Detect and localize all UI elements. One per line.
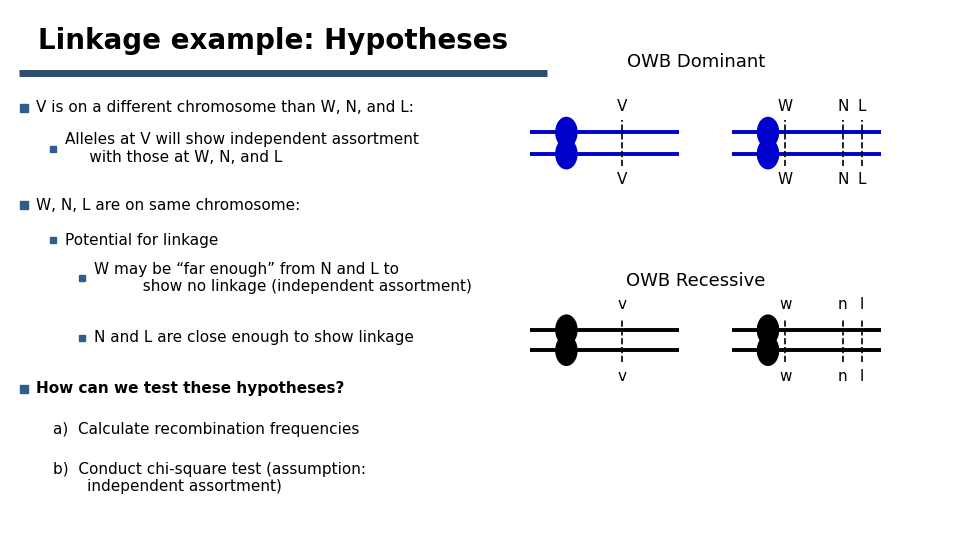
Text: W: W: [778, 172, 793, 187]
Ellipse shape: [556, 117, 577, 147]
Text: N: N: [837, 172, 849, 187]
Text: w: w: [779, 296, 792, 312]
Text: V is on a different chromosome than W, N, and L:: V is on a different chromosome than W, N…: [36, 100, 415, 116]
Text: L: L: [858, 172, 866, 187]
Ellipse shape: [757, 139, 779, 169]
Text: W may be “far enough” from N and L to
          show no linkage (independent ass: W may be “far enough” from N and L to sh…: [94, 262, 472, 294]
Text: n: n: [838, 296, 848, 312]
Text: l: l: [860, 369, 864, 384]
Ellipse shape: [757, 315, 779, 345]
Text: n: n: [838, 369, 848, 384]
Text: V: V: [617, 99, 627, 114]
Text: OWB Recessive: OWB Recessive: [626, 272, 766, 290]
Text: L: L: [858, 99, 866, 114]
Ellipse shape: [556, 315, 577, 345]
Text: Alleles at V will show independent assortment
     with those at W, N, and L: Alleles at V will show independent assor…: [65, 132, 420, 165]
Ellipse shape: [757, 335, 779, 365]
Text: v: v: [617, 369, 627, 384]
Text: w: w: [779, 369, 792, 384]
Text: Potential for linkage: Potential for linkage: [65, 233, 219, 248]
Text: a)  Calculate recombination frequencies: a) Calculate recombination frequencies: [53, 422, 359, 437]
Text: OWB Dominant: OWB Dominant: [627, 53, 765, 71]
Text: N: N: [837, 99, 849, 114]
Ellipse shape: [757, 117, 779, 147]
Text: V: V: [617, 172, 627, 187]
Text: W, N, L are on same chromosome:: W, N, L are on same chromosome:: [36, 198, 300, 213]
Text: How can we test these hypotheses?: How can we test these hypotheses?: [36, 381, 345, 396]
Ellipse shape: [556, 139, 577, 169]
Text: N and L are close enough to show linkage: N and L are close enough to show linkage: [94, 330, 414, 345]
Text: v: v: [617, 296, 627, 312]
Text: Linkage example: Hypotheses: Linkage example: Hypotheses: [38, 27, 509, 55]
Text: l: l: [860, 296, 864, 312]
Text: W: W: [778, 99, 793, 114]
Text: b)  Conduct chi-square test (assumption:
       independent assortment): b) Conduct chi-square test (assumption: …: [53, 462, 366, 494]
Ellipse shape: [556, 335, 577, 365]
